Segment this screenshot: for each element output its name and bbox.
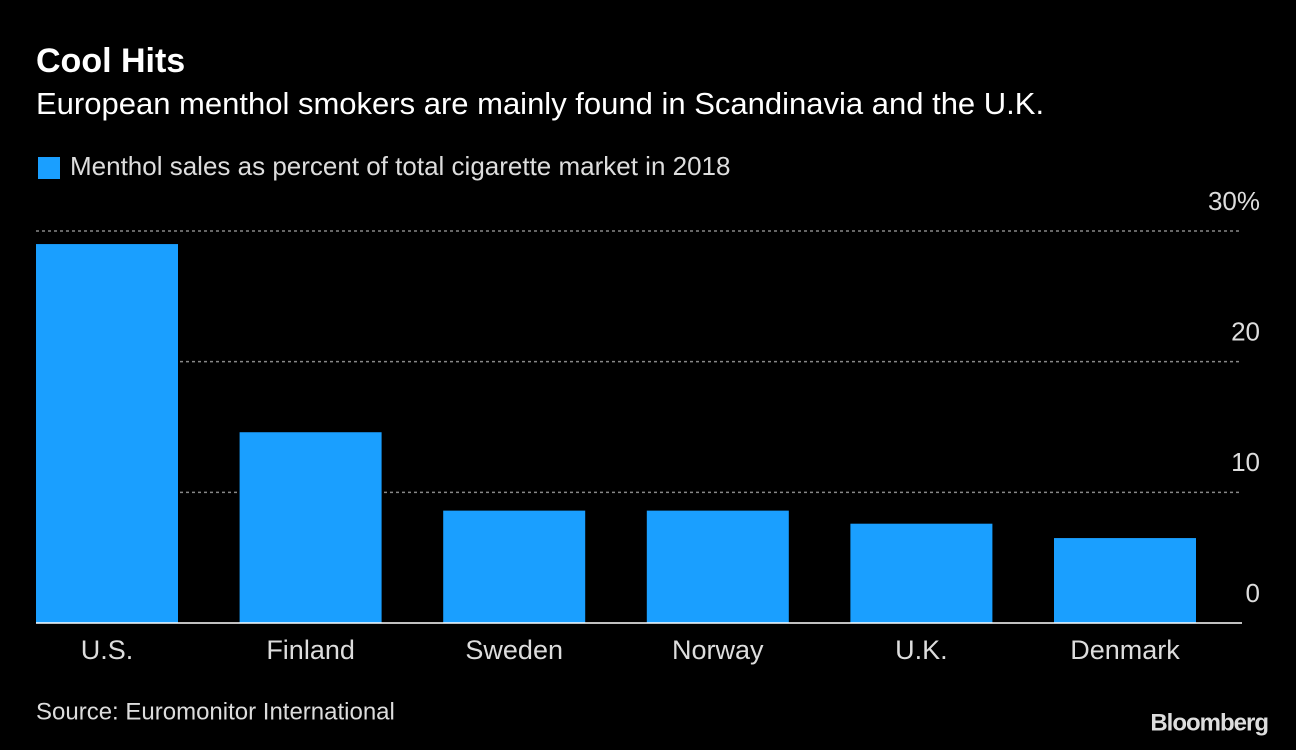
bar <box>850 523 993 623</box>
x-tick-label: Sweden <box>465 635 563 665</box>
source: Source: Euromonitor International <box>36 698 395 725</box>
x-tick-label: U.K. <box>895 635 948 665</box>
bar <box>239 432 382 623</box>
legend-label: Menthol sales as percent of total cigare… <box>70 151 730 181</box>
bar <box>36 244 178 624</box>
legend-swatch <box>38 157 60 179</box>
y-tick-label: 0 <box>1246 578 1260 608</box>
x-tick-label: Finland <box>266 635 355 665</box>
y-tick-label: 30% <box>1208 186 1260 216</box>
bar <box>646 510 789 623</box>
chart-title: Cool Hits <box>36 42 185 80</box>
x-tick-label: Denmark <box>1070 635 1180 665</box>
brand-logo: Bloomberg <box>1150 709 1268 736</box>
y-tick-label: 10 <box>1231 447 1260 477</box>
bar <box>1054 538 1196 623</box>
chart-subtitle: European menthol smokers are mainly foun… <box>36 86 1044 121</box>
x-tick-label: Norway <box>672 635 764 665</box>
x-tick-label: U.S. <box>81 635 134 665</box>
y-tick-label: 20 <box>1231 317 1260 347</box>
bar <box>443 510 586 623</box>
